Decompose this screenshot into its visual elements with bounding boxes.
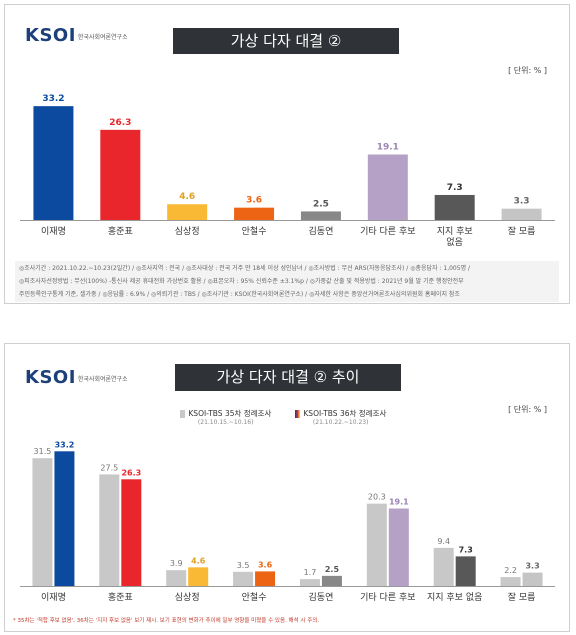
legend-label: KSOI-TBS 35차 정례조사 (188, 409, 272, 418)
bar (367, 154, 408, 220)
bar (300, 211, 341, 220)
data-label-36: 4.6 (191, 556, 206, 565)
data-label-36: 19.1 (389, 498, 409, 507)
data-label: 3.3 (514, 197, 530, 207)
bar-36 (388, 508, 409, 586)
category-label: 이재명 (41, 226, 66, 237)
bar-36 (455, 556, 476, 586)
survey-note-line: ◎피조사자선정방법 : 무선(100%) -통신사 제공 휴대전화 가상번호 활… (19, 278, 464, 285)
bar-35 (299, 579, 320, 586)
category-label: 김동연 (309, 225, 334, 237)
bar (234, 207, 275, 220)
category-label: 기타 다른 후보 (360, 592, 415, 603)
data-label-35: 1.7 (304, 568, 317, 577)
data-label: 26.3 (109, 118, 131, 128)
category-label: 지지 후보 없음 (427, 592, 482, 603)
logo-subtitle: 한국사회여론연구소 (77, 33, 128, 41)
bar-35 (500, 577, 521, 586)
data-label-35: 3.5 (237, 561, 250, 570)
category-label: 잘 모름 (508, 591, 536, 603)
bar-chart-2: 31.533.2 이재명 27.526.3 홍준표 3.9 4.6 심상정 3.5 3.6 안철수… (20, 440, 555, 603)
data-label-35: 31.5 (34, 447, 52, 456)
data-label: 33.2 (42, 94, 64, 104)
logo-text: KSOI (25, 25, 76, 46)
bar-36 (255, 571, 276, 586)
ksoi-logo: KSOI 한국사회여론연구소 (25, 367, 128, 388)
unit-label: [ 단위: % ] (508, 405, 547, 414)
category-label: 없음 (446, 237, 463, 248)
category-label: 심상정 (175, 226, 200, 237)
category-label: 홍준표 (108, 225, 133, 237)
bar-35 (433, 547, 454, 586)
category-label: 홍준표 (108, 591, 133, 603)
survey-note-line: 주민등록인구통계 기준, 셀가중 / ◎응답률 : 6.9% / ◎의뢰기관 :… (19, 291, 460, 298)
data-label: 4.6 (179, 192, 195, 202)
bar-35 (99, 474, 120, 586)
bar-35 (32, 458, 53, 586)
category-label: 지지 후보 (437, 226, 473, 237)
bar-35 (366, 503, 387, 586)
chart-title: 가상 다자 대결 ② (173, 28, 399, 54)
logo-subtitle: 한국사회여론연구소 (77, 375, 128, 383)
legend-date: (21.10.22.~10.23) (312, 419, 369, 426)
survey-notes: ◎조사기간 : 2021.10.22.~10.23(2일간) / ◎조사지역 :… (15, 261, 559, 302)
bar-36 (121, 479, 142, 586)
data-label: 19.1 (377, 143, 399, 153)
legend-item-36: KSOI-TBS 36차 정례조사 (21.10.22.~10.23) (295, 408, 386, 426)
data-label-35: 3.9 (170, 559, 183, 568)
bar-chart-1: 33.2 이재명 26.3 홍준표 4.6 심상정 3.6 안철수 2.5 김동연 19.1 기타 다… (20, 94, 555, 248)
data-label: 2.5 (313, 199, 329, 209)
bar-36 (188, 567, 209, 586)
data-label-36: 7.3 (459, 545, 473, 554)
legend-date: (21.10.15.~10.16) (197, 419, 254, 426)
data-label: 3.6 (246, 196, 262, 206)
data-label-35: 20.3 (368, 493, 386, 502)
bar-36 (54, 451, 75, 586)
data-label-35: 27.5 (100, 463, 118, 472)
chart-title: 가상 다자 대결 ② 추이 (175, 364, 401, 391)
chart-panel-1: KSOI 한국사회여론연구소 가상 다자 대결 ② [ 단위: % ] 33.2 이… (4, 4, 570, 304)
bar (100, 129, 141, 220)
bar (167, 204, 208, 220)
legend-swatch (295, 410, 300, 418)
legend-swatch (180, 410, 185, 418)
ksoi-logo: KSOI 한국사회여론연구소 (25, 25, 128, 46)
bar (501, 208, 542, 220)
category-label: 잘 모름 (508, 225, 536, 237)
data-label: 7.3 (447, 183, 463, 193)
category-label: 안철수 (242, 592, 267, 603)
bar (434, 194, 475, 220)
category-label: 기타 다른 후보 (360, 226, 415, 237)
survey-note-line: ◎조사기간 : 2021.10.22.~10.23(2일간) / ◎조사지역 :… (19, 265, 471, 272)
legend-item-35: KSOI-TBS 35차 정례조사 (21.10.15.~10.16) (180, 408, 271, 426)
logo-text: KSOI (25, 367, 76, 388)
footnote: * 35차는 '적합 후보 없음', 36차는 '지지 후보 없음' 보기 제시… (13, 618, 320, 624)
bar-36 (321, 575, 342, 586)
bar-36 (522, 572, 543, 586)
category-label: 심상정 (175, 592, 200, 603)
bar (33, 106, 74, 220)
category-label: 안철수 (242, 226, 267, 237)
data-label-36: 26.3 (121, 468, 141, 477)
data-label-36: 3.6 (258, 560, 273, 569)
data-label-36: 2.5 (325, 565, 340, 574)
legend-label: KSOI-TBS 36차 정례조사 (303, 409, 387, 418)
category-label: 이재명 (41, 592, 66, 603)
data-label-36: 3.3 (525, 562, 539, 571)
chart-panel-2: KSOI 한국사회여론연구소 가상 다자 대결 ② 추이 [ 단위: % ] KS… (4, 343, 570, 632)
category-label: 김동연 (309, 591, 334, 603)
bar-35 (166, 570, 187, 586)
unit-label: [ 단위: % ] (508, 66, 547, 75)
bar-35 (233, 571, 254, 586)
data-label-36: 33.2 (55, 440, 75, 449)
data-label-35: 9.4 (437, 537, 450, 546)
data-label-35: 2.2 (504, 566, 517, 575)
